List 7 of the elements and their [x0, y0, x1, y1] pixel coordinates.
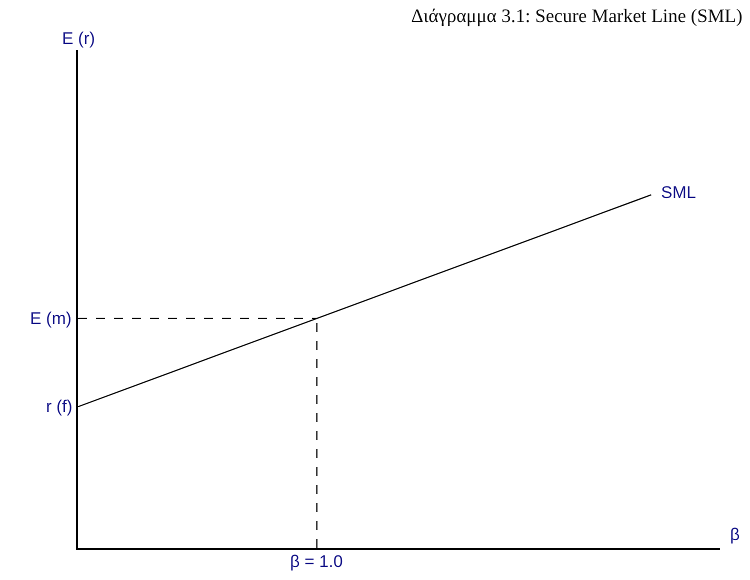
text: β = 1.0	[290, 552, 343, 571]
x-axis-title: β	[730, 525, 740, 544]
chart-title: Διάγραμμα 3.1: Secure Market Line (SML)	[411, 6, 742, 27]
text: E (r)	[62, 29, 96, 48]
series-label: SML	[661, 183, 696, 202]
text: r (f)	[46, 397, 72, 416]
ref-line-label: E (m)	[30, 309, 72, 328]
